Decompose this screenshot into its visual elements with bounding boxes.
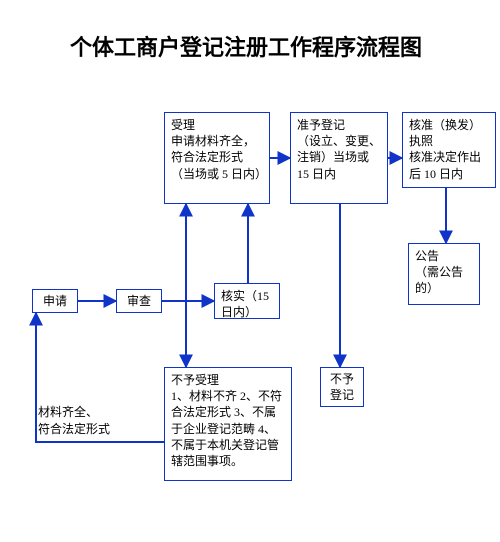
node-approve: 准予登记 （设立、变更、注销）当场或 15 日内 <box>290 112 388 204</box>
sidenote-materials-complete: 材料齐全、 符合法定形式 <box>38 404 110 438</box>
node-notice: 公告 （需公告的） <box>408 243 480 305</box>
node-issue: 核准（换发）执照 核准决定作出后 10 日内 <box>402 112 496 188</box>
page-title: 个体工商户登记注册工作程序流程图 <box>70 30 422 62</box>
node-accept: 受理 申请材料齐全，符合法定形式（当场或 5 日内） <box>164 112 270 204</box>
flowchart-canvas: 个体工商户登记注册工作程序流程图 申请 审查 受理 申请材料齐全，符合法定形式（… <box>0 0 500 542</box>
node-deny: 不予 登记 <box>320 367 364 407</box>
node-reject: 不予受理 1、材料不齐 2、不符合法定形式 3、不属于企业登记范畴 4、不属于本… <box>164 367 292 481</box>
node-apply: 申请 <box>32 289 78 313</box>
node-review: 审查 <box>116 289 162 313</box>
node-verify: 核实（15 日内） <box>214 283 280 319</box>
